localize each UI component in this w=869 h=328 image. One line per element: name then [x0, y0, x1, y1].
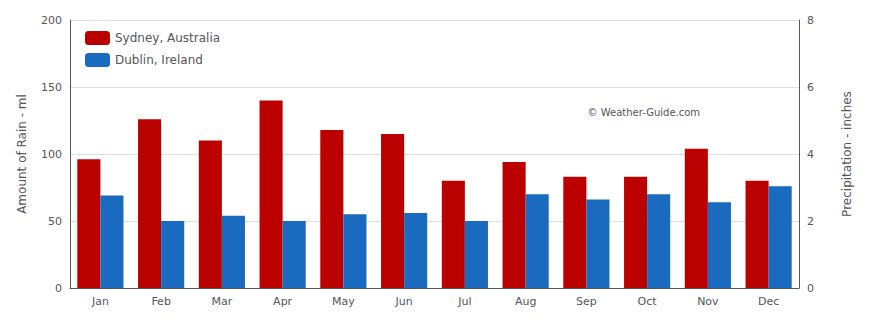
svg-text:Oct: Oct	[638, 295, 658, 308]
svg-text:0: 0	[55, 282, 62, 295]
svg-text:Sydney, Australia: Sydney, Australia	[115, 31, 220, 45]
svg-text:Feb: Feb	[151, 295, 170, 308]
svg-text:Dec: Dec	[758, 295, 779, 308]
svg-text:0: 0	[807, 282, 814, 295]
svg-text:200: 200	[41, 14, 62, 27]
svg-text:Apr: Apr	[273, 295, 293, 308]
svg-text:Amount of Rain - ml: Amount of Rain - ml	[15, 94, 29, 214]
svg-text:Aug: Aug	[515, 295, 536, 308]
svg-text:Mar: Mar	[211, 295, 232, 308]
svg-text:Jul: Jul	[457, 295, 471, 308]
svg-text:© Weather-Guide.com: © Weather-Guide.com	[588, 107, 701, 118]
svg-text:May: May	[332, 295, 355, 308]
svg-text:100: 100	[41, 148, 62, 161]
svg-text:Jun: Jun	[395, 295, 413, 308]
svg-text:4: 4	[807, 148, 814, 161]
svg-text:50: 50	[48, 215, 62, 228]
svg-text:6: 6	[807, 81, 814, 94]
svg-text:150: 150	[41, 81, 62, 94]
svg-text:Dublin, Ireland: Dublin, Ireland	[115, 53, 203, 67]
svg-text:2: 2	[807, 215, 814, 228]
svg-text:8: 8	[807, 14, 814, 27]
svg-text:Nov: Nov	[697, 295, 719, 308]
svg-text:Precipitation - inches: Precipitation - inches	[840, 91, 854, 217]
svg-text:Jan: Jan	[91, 295, 109, 308]
svg-text:Sep: Sep	[576, 295, 597, 308]
